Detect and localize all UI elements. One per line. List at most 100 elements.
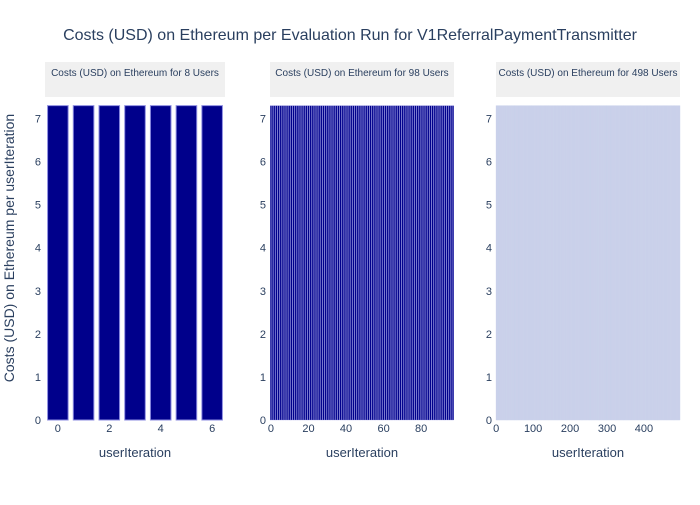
bar: [426, 106, 428, 420]
x-axis-title: userIteration: [99, 445, 171, 460]
y-tick-label: 1: [35, 372, 41, 384]
x-tick-label: 80: [415, 423, 427, 435]
bar: [176, 106, 197, 420]
x-axis-title: userIteration: [552, 445, 624, 460]
subplot-top-margin: [45, 85, 225, 97]
bar: [390, 106, 392, 420]
y-tick-label: 7: [486, 114, 492, 126]
bar: [443, 106, 445, 420]
y-tick-label: 0: [35, 415, 41, 427]
bars: [48, 106, 223, 420]
x-tick-label: 40: [340, 423, 352, 435]
y-tick-label: 7: [260, 114, 266, 126]
bar: [291, 106, 293, 420]
bar: [336, 106, 338, 420]
y-tick-label: 2: [35, 329, 41, 341]
bar: [394, 106, 396, 420]
bar: [370, 106, 372, 420]
bar: [400, 106, 402, 420]
bar: [362, 106, 364, 420]
chart-title: Costs (USD) on Ethereum per Evaluation R…: [63, 27, 638, 44]
bar: [73, 106, 94, 420]
y-axis-title: Costs (USD) on Ethereum per userIteratio…: [1, 114, 17, 382]
bar: [407, 106, 409, 420]
bar: [364, 106, 366, 420]
bar: [358, 106, 360, 420]
x-tick-label: 4: [158, 423, 164, 435]
bar: [272, 106, 274, 420]
bar: [402, 106, 404, 420]
bar: [99, 106, 120, 420]
bar: [434, 106, 436, 420]
y-tick-label: 2: [486, 329, 492, 341]
bar: [340, 106, 342, 420]
bar: [276, 106, 278, 420]
bar: [403, 106, 405, 420]
y-tick-label: 3: [35, 286, 41, 298]
bar: [283, 106, 285, 420]
bar: [388, 106, 390, 420]
y-tick-label: 5: [260, 200, 266, 212]
x-tick-label: 100: [524, 423, 542, 435]
bar: [302, 106, 304, 420]
bar: [311, 106, 313, 420]
bar: [327, 106, 329, 420]
bar: [285, 106, 287, 420]
bar: [48, 106, 69, 420]
bar: [274, 106, 276, 420]
bar: [409, 106, 411, 420]
subplot-title: Costs (USD) on Ethereum for 498 Users: [499, 68, 678, 79]
bar: [349, 106, 351, 420]
bar: [413, 106, 415, 420]
y-tick-label: 1: [260, 372, 266, 384]
bar: [317, 106, 319, 420]
bar: [315, 106, 317, 420]
bar: [428, 106, 430, 420]
y-tick-label: 5: [35, 200, 41, 212]
y-tick-label: 5: [486, 200, 492, 212]
y-tick-label: 4: [486, 243, 492, 255]
subplot-title: Costs (USD) on Ethereum for 98 Users: [275, 68, 448, 79]
x-axis-title: userIteration: [326, 445, 398, 460]
bar: [202, 106, 223, 420]
bar: [415, 106, 417, 420]
bar: [319, 106, 321, 420]
bar: [396, 106, 398, 420]
y-tick-label: 6: [35, 157, 41, 169]
x-tick-label: 60: [377, 423, 389, 435]
bar: [420, 106, 422, 420]
bar: [392, 106, 394, 420]
y-tick-label: 7: [35, 114, 41, 126]
bar: [281, 106, 283, 420]
y-tick-label: 1: [486, 372, 492, 384]
bar: [383, 106, 385, 420]
bar: [422, 106, 424, 420]
bar: [417, 106, 419, 420]
bar: [437, 106, 439, 420]
bar: [430, 106, 432, 420]
bar: [332, 106, 334, 420]
subplot-top-margin: [496, 85, 680, 97]
subplot-top-margin: [270, 85, 454, 97]
bar: [298, 106, 300, 420]
x-tick-label: 400: [635, 423, 653, 435]
bar: [321, 106, 323, 420]
bar: [452, 106, 454, 420]
bar: [355, 106, 357, 420]
bar: [353, 106, 355, 420]
bar: [439, 106, 441, 420]
bar: [338, 106, 340, 420]
bar: [342, 106, 344, 420]
bar: [295, 106, 297, 420]
bar: [345, 106, 347, 420]
bar: [310, 106, 312, 420]
bar: [296, 106, 298, 420]
bar: [323, 106, 325, 420]
bar: [377, 106, 379, 420]
bar: [306, 106, 308, 420]
x-tick-label: 0: [268, 423, 274, 435]
